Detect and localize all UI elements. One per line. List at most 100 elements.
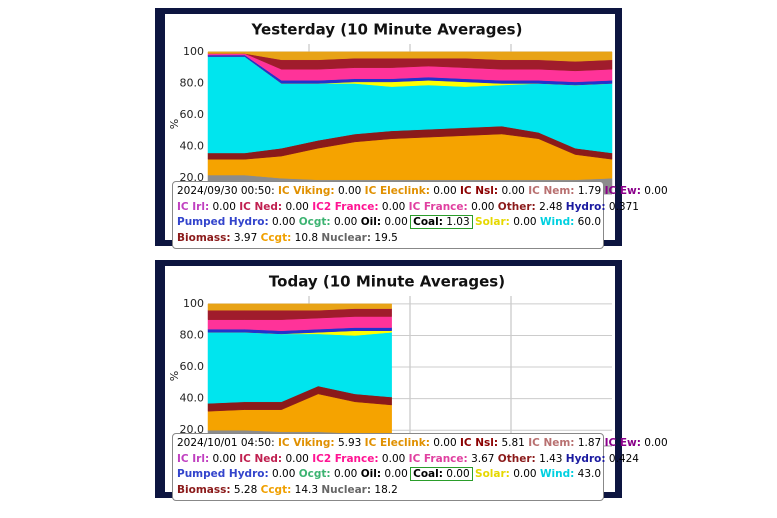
tooltip: 2024/09/30 00:50: IC Viking: 0.00 IC Ele… <box>172 181 668 249</box>
y-tick-label: 60.0 <box>180 108 205 121</box>
tooltip-name: Solar: <box>475 468 510 480</box>
tooltip-item: IC Eleclink: 0.00 <box>365 437 457 449</box>
tooltip-value: 5.93 <box>337 437 362 449</box>
tooltip-row: IC Irl: 0.00 IC Ned: 0.00 IC2 France: 0.… <box>177 452 639 468</box>
tooltip-item: Pumped Hydro: 0.00 <box>177 468 295 480</box>
tooltip-item: Nuclear: 19.5 <box>321 232 397 244</box>
tooltip-value: 0.00 <box>212 200 236 213</box>
tooltip-name: IC Irl: <box>177 200 210 213</box>
tooltip-time: 2024/10/01 04:50: <box>177 437 275 449</box>
tooltip-value: 0.00 <box>333 216 358 228</box>
y-tick-label: 40.0 <box>180 140 205 153</box>
tooltip-item: Wind: 60.0 <box>540 216 601 228</box>
tooltip-item: Ccgt: 10.8 <box>261 232 318 244</box>
tooltip-name: Hydro: <box>565 200 606 213</box>
tooltip-name: Wind: <box>539 216 575 228</box>
y-tick-label: 100 <box>183 297 204 310</box>
tooltip-name: Pumped Hydro: <box>177 216 269 228</box>
tooltip-item: Ccgt: 14.3 <box>261 484 318 496</box>
tooltip-name: Ccgt: <box>260 231 292 244</box>
tooltip-value: 0.00 <box>381 452 406 465</box>
tooltip-name: IC Nem: <box>528 185 575 197</box>
tooltip-value: 0.00 <box>285 200 309 213</box>
tooltip-item: IC Viking: 5.93 <box>278 437 361 449</box>
tooltip-name: IC Ned: <box>239 200 283 213</box>
tooltip-name: IC France: <box>408 200 468 213</box>
tooltip-value: 0.00 <box>212 452 236 465</box>
tooltip-name: IC Viking: <box>278 437 335 449</box>
tooltip-name: IC Eleclink: <box>364 185 430 197</box>
tooltip-name: Oil: <box>360 468 382 480</box>
tooltip-name: Biomass: <box>177 483 231 496</box>
tooltip-name: Solar: <box>475 216 510 228</box>
tooltip-value: 1.03 <box>446 216 470 228</box>
tooltip-value: 0.00 <box>501 185 525 197</box>
tooltip-item: Hydro: 0.424 <box>566 453 639 465</box>
tooltip-value: 0.00 <box>285 452 309 465</box>
tooltip-value: 1.43 <box>539 452 563 465</box>
tooltip-name: Oil: <box>360 216 382 228</box>
area-series <box>207 332 392 404</box>
tooltip-name: Wind: <box>539 468 575 480</box>
tooltip-name: IC Ew: <box>604 437 641 449</box>
tooltip-item: Coal: 0.00 <box>410 467 473 481</box>
tooltip-value: 0.00 <box>644 437 668 449</box>
tooltip-value: 10.8 <box>294 231 319 244</box>
tooltip-value: 60.0 <box>577 216 602 228</box>
tooltip-item: IC Ned: 0.00 <box>239 453 309 465</box>
tooltip-item: IC Nsl: 5.81 <box>460 437 525 449</box>
tooltip-item: IC Nem: 1.79 <box>528 185 601 197</box>
y-tick-label: 20.0 <box>180 423 205 436</box>
tooltip-name: Pumped Hydro: <box>177 468 269 480</box>
tooltip-item: IC2 France: 0.00 <box>312 453 405 465</box>
y-tick-label: 80.0 <box>180 328 205 341</box>
tooltip-name: Other: <box>497 200 536 213</box>
tooltip-value: 0.424 <box>608 452 639 465</box>
tooltip-value: 0.00 <box>272 216 296 228</box>
tooltip-value: 3.67 <box>471 452 495 465</box>
tooltip-item: Oil: 0.00 <box>361 468 408 480</box>
tooltip-name: IC Irl: <box>177 452 210 465</box>
tooltip-row: Biomass: 5.28 Ccgt: 14.3 Nuclear: 18.2 <box>177 483 599 499</box>
tooltip-name: IC France: <box>408 452 468 465</box>
y-tick-label: 40.0 <box>180 392 205 405</box>
tooltip-value: 1.79 <box>577 185 602 197</box>
tooltip-name: IC Nsl: <box>460 185 499 197</box>
tooltip-value: 0.00 <box>384 468 408 480</box>
tooltip-item: Other: 1.43 <box>498 453 563 465</box>
tooltip-row: Pumped Hydro: 0.00 Ocgt: 0.00 Oil: 0.00 … <box>177 467 601 483</box>
tooltip-name: Ccgt: <box>260 483 292 496</box>
tooltip-value: 0.00 <box>433 185 457 197</box>
tooltip-item: Pumped Hydro: 0.00 <box>177 216 295 228</box>
tooltip-name: IC Ew: <box>604 185 641 197</box>
tooltip-item: Biomass: 3.97 <box>177 232 257 244</box>
tooltip-value: 0.00 <box>513 468 537 480</box>
tooltip-item: Nuclear: 18.2 <box>321 484 397 496</box>
tooltip-item: IC2 France: 0.00 <box>312 201 405 213</box>
tooltip-value: 3.97 <box>233 231 258 244</box>
chart-panel: Today (10 Minute Averages) 20.0 40.0 60.0 80… <box>155 260 668 501</box>
tooltip-value: 5.28 <box>233 483 258 496</box>
tooltip-item: Coal: 1.03 <box>410 215 473 229</box>
tooltip-value: 2.48 <box>539 200 563 213</box>
tooltip-name: IC Viking: <box>278 185 335 197</box>
tooltip-value: 0.00 <box>471 200 495 213</box>
tooltip-name: IC Nem: <box>528 437 575 449</box>
tooltip-row: 2024/09/30 00:50: IC Viking: 0.00 IC Ele… <box>177 184 668 200</box>
tooltip-item: IC Viking: 0.00 <box>278 185 361 197</box>
tooltip-item: IC Irl: 0.00 <box>177 201 236 213</box>
tooltip-item: Wind: 43.0 <box>540 468 601 480</box>
tooltip: 2024/10/01 04:50: IC Viking: 5.93 IC Ele… <box>172 433 668 501</box>
tooltip-value: 0.00 <box>272 468 296 480</box>
tooltip-name: Other: <box>497 452 536 465</box>
tooltip-item: IC Ew: 0.00 <box>605 437 668 449</box>
area-series <box>207 303 392 311</box>
y-axis-label: % <box>168 119 181 129</box>
tooltip-value: 1.87 <box>577 437 602 449</box>
tooltip-row: Pumped Hydro: 0.00 Ocgt: 0.00 Oil: 0.00 … <box>177 215 601 231</box>
y-tick-label: 60.0 <box>180 360 205 373</box>
tooltip-item: IC France: 3.67 <box>409 453 495 465</box>
y-tick-label: 80.0 <box>180 76 205 89</box>
tooltip-item: Other: 2.48 <box>498 201 563 213</box>
tooltip-item: IC Nsl: 0.00 <box>460 185 525 197</box>
